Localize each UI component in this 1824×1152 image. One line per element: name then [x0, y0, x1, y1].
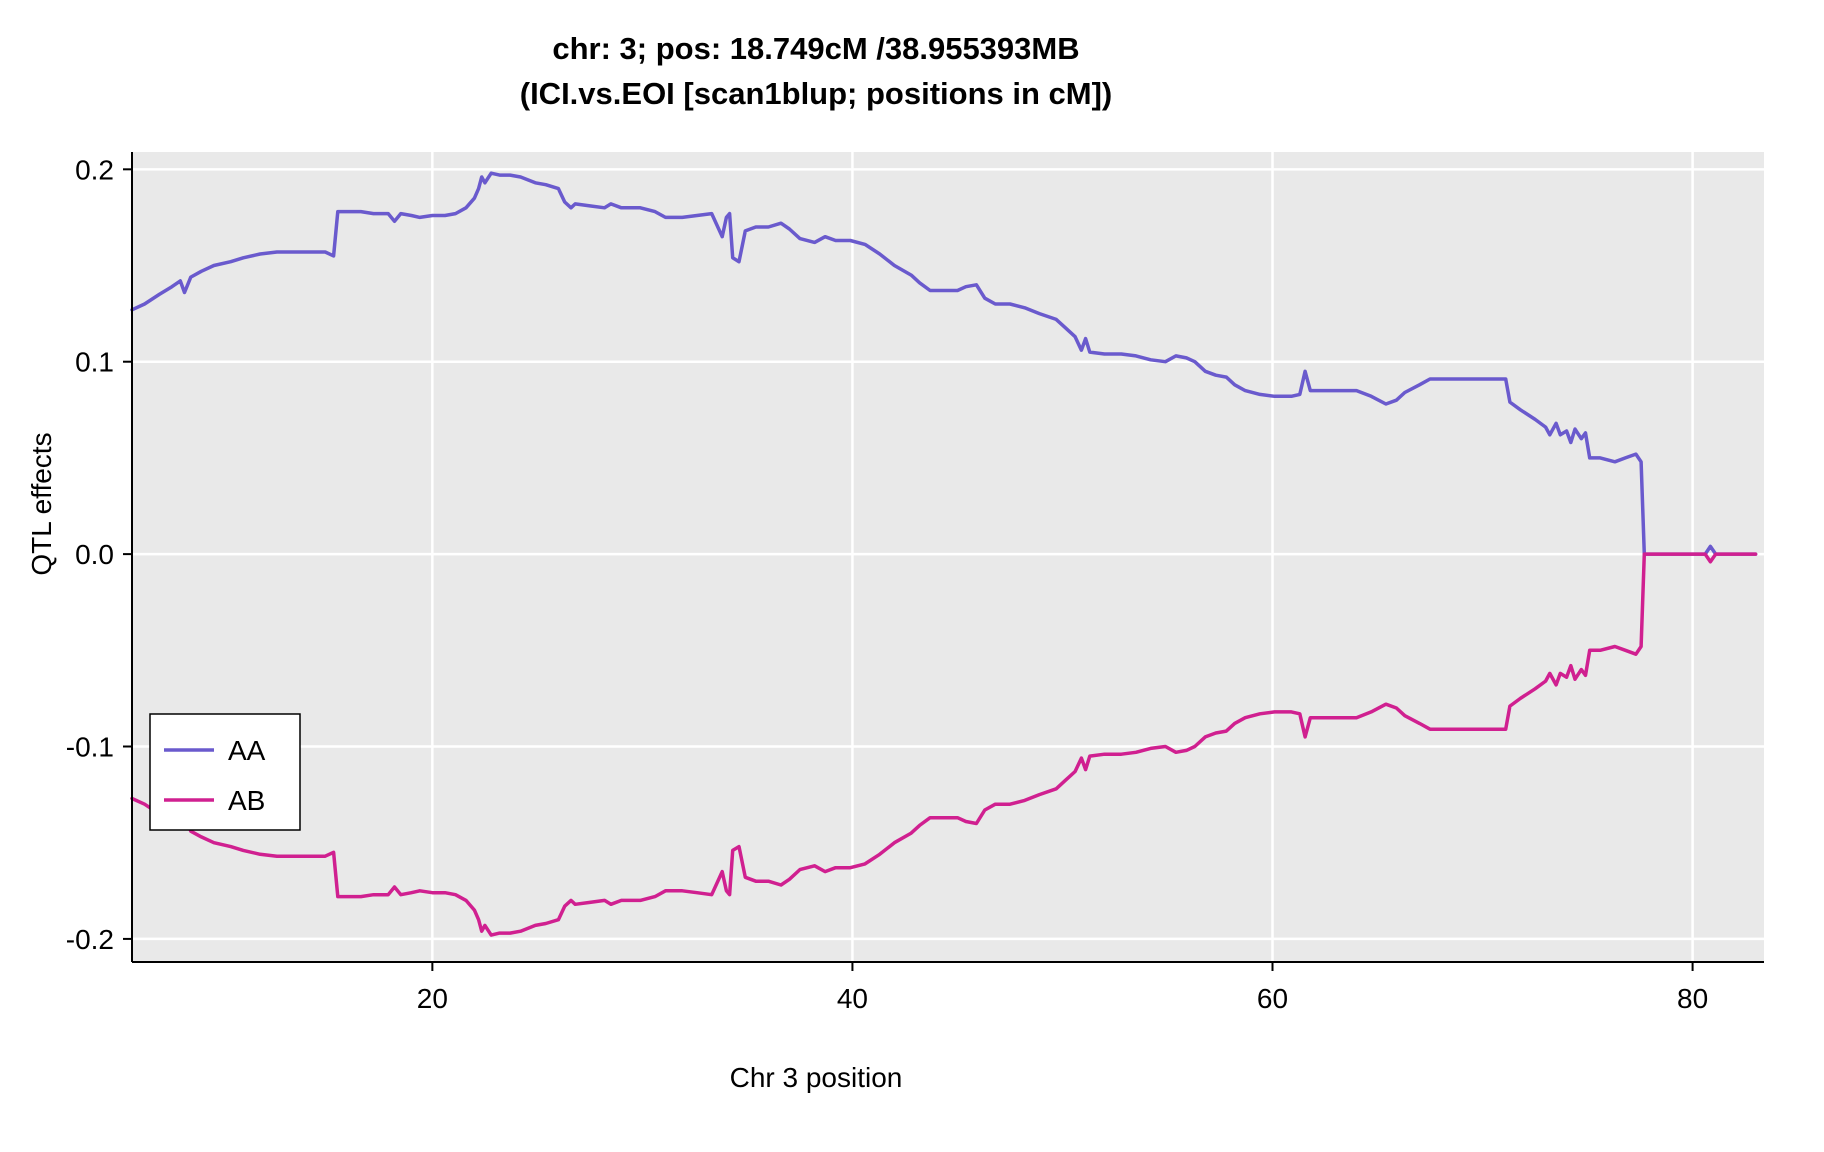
x-axis-label: Chr 3 position: [729, 1062, 903, 1093]
x-tick-label: 80: [1677, 983, 1708, 1014]
x-tick-label: 40: [837, 983, 868, 1014]
chart-title-line1: chr: 3; pos: 18.749cM /38.955393MB: [552, 31, 1080, 66]
x-tick-label: 60: [1257, 983, 1288, 1014]
series-line-ab: [130, 552, 1758, 937]
chart-title: chr: 3; pos: 18.749cM /38.955393MB (ICI.…: [0, 26, 1632, 116]
y-tick-label: -0.2: [66, 924, 114, 955]
legend-label-ab: AB: [228, 785, 265, 816]
y-tick-label: -0.1: [66, 732, 114, 763]
legend-label-aa: AA: [228, 735, 266, 766]
series-line-aa: [130, 171, 1758, 556]
y-tick-label: 0.2: [75, 154, 114, 185]
legend-box: [149, 713, 301, 831]
x-tick-label: 20: [417, 983, 448, 1014]
y-tick-label: 0.0: [75, 539, 114, 570]
y-tick-label: 0.1: [75, 347, 114, 378]
chart-title-line2: (ICI.vs.EOI [scan1blup; positions in cM]…: [519, 76, 1113, 111]
panel-background: [132, 152, 1764, 962]
